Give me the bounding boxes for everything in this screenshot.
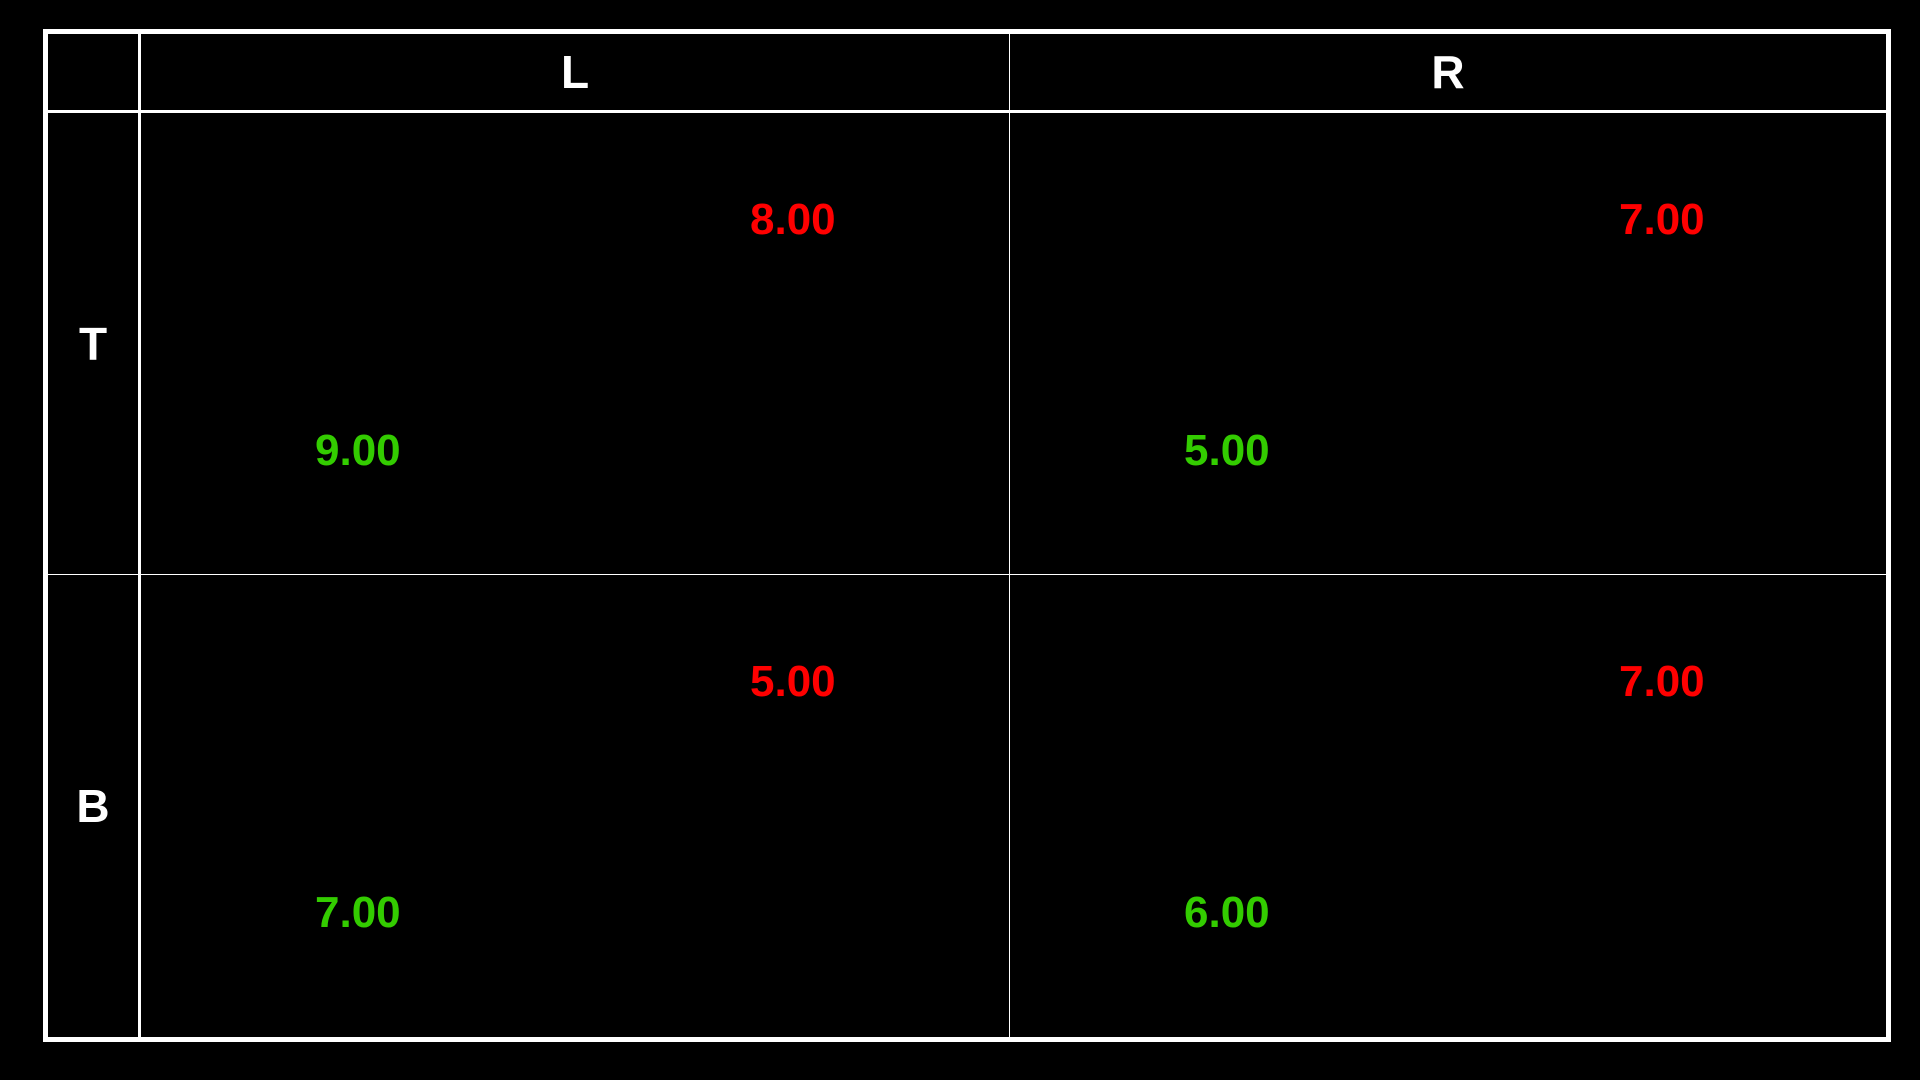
column-player-payoff: 7.00	[1619, 195, 1705, 244]
payoff-cell-T-R: 7.00 5.00	[1010, 113, 1886, 575]
row-player-payoff: 7.00	[315, 888, 401, 937]
column-player-payoff: 8.00	[750, 195, 836, 244]
column-label: L	[560, 46, 590, 98]
column-player-payoff: 7.00	[1619, 657, 1705, 706]
row-label: T	[78, 317, 108, 370]
row-player-payoff: 5.00	[1184, 426, 1270, 475]
payoff-cell-B-L: 5.00 7.00	[141, 575, 1010, 1037]
row-player-payoff: 9.00	[315, 426, 401, 475]
column-player-payoff: 5.00	[750, 657, 836, 706]
column-header-L: L	[141, 34, 1010, 113]
row-label: B	[76, 780, 110, 832]
payoff-cell-B-R: 7.00 6.00	[1010, 575, 1886, 1037]
column-label: R	[1431, 46, 1465, 98]
row-player-payoff: 6.00	[1184, 888, 1270, 937]
corner-cell	[48, 34, 141, 113]
row-header-B: B	[48, 575, 141, 1037]
column-header-R: R	[1010, 34, 1886, 113]
row-header-T: T	[48, 113, 141, 575]
payoff-cell-T-L: 8.00 9.00	[141, 113, 1010, 575]
payoff-matrix: L R T 8.00 9.00 7.00 5.00 B 5.00 7.00 7.…	[43, 29, 1891, 1042]
